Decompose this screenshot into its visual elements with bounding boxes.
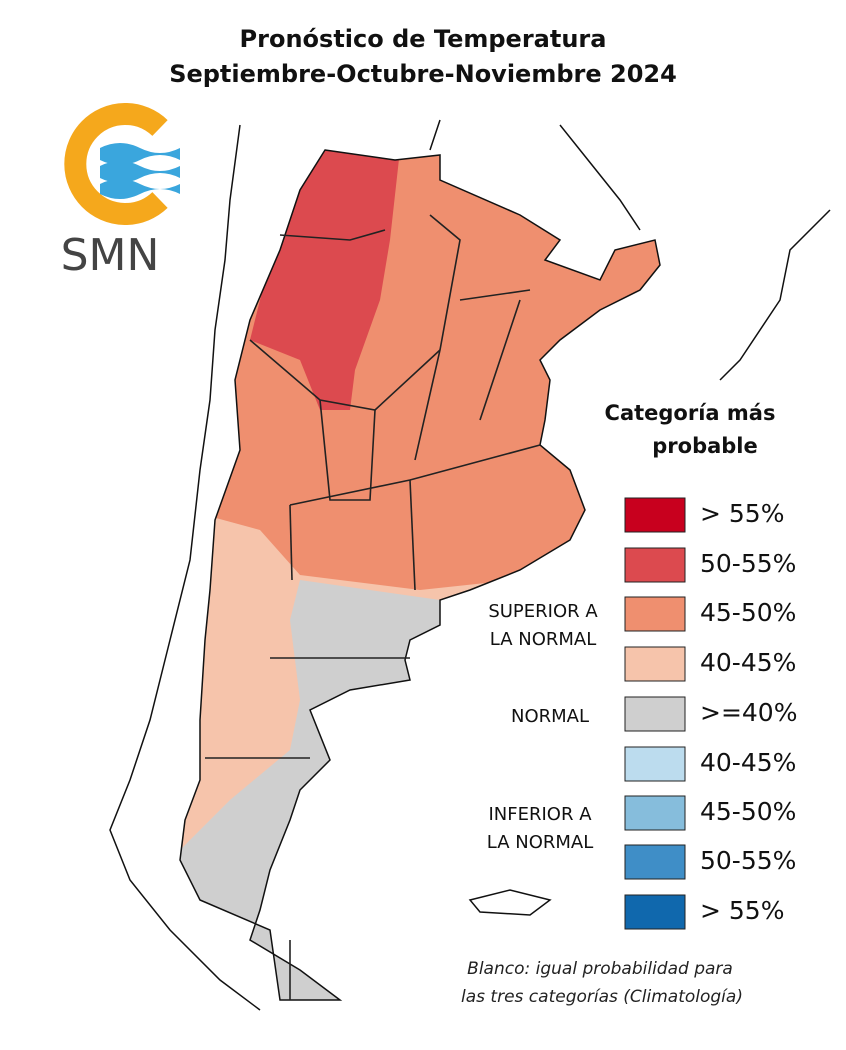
legend-swatch xyxy=(624,646,686,682)
province-borders xyxy=(205,214,541,759)
map xyxy=(180,150,660,1000)
logo-text: SMN xyxy=(61,230,160,281)
logo: SMN xyxy=(61,103,180,281)
chile-coast xyxy=(109,124,261,1011)
legend-swatch xyxy=(624,547,686,583)
legend-label: 40-45% xyxy=(700,648,796,677)
neighbor-borders xyxy=(429,119,831,381)
group-label: LA NORMAL xyxy=(487,832,594,853)
legend-swatch xyxy=(624,746,686,782)
legend-label: >=40% xyxy=(700,698,797,727)
legend-swatch xyxy=(624,497,686,533)
legend-label: 45-50% xyxy=(700,797,796,826)
legend-swatch xyxy=(624,894,686,930)
group-label: SUPERIOR A xyxy=(488,601,598,622)
legend-label: > 55% xyxy=(700,896,784,925)
legend-label: 40-45% xyxy=(700,748,796,777)
legend-title: probable xyxy=(652,434,758,458)
legend-label: 50-55% xyxy=(700,549,796,578)
legend-swatch xyxy=(624,795,686,831)
legend-swatch xyxy=(624,696,686,732)
group-label: INFERIOR A xyxy=(488,804,592,825)
legend-swatch xyxy=(624,596,686,632)
title-line: Septiembre-Octubre-Noviembre 2024 xyxy=(169,60,677,88)
group-label: NORMAL xyxy=(511,706,589,727)
legend-label: 45-50% xyxy=(700,598,796,627)
legend-label: > 55% xyxy=(700,499,784,528)
legend-title: Categoría más xyxy=(605,401,776,425)
legend: > 55% 50-55% 45-50% 40-45% >=40% 40-45% 45-50%… xyxy=(624,497,797,930)
group-label: LA NORMAL xyxy=(490,629,597,650)
region-45-50 xyxy=(180,150,660,590)
legend-swatch xyxy=(624,844,686,880)
note: las tres categorías (Climatología) xyxy=(461,987,743,1007)
title-line: Pronóstico de Temperatura xyxy=(240,25,607,53)
note: Blanco: igual probabilidad para xyxy=(467,959,733,979)
legend-label: 50-55% xyxy=(700,846,796,875)
malvinas xyxy=(468,889,552,916)
